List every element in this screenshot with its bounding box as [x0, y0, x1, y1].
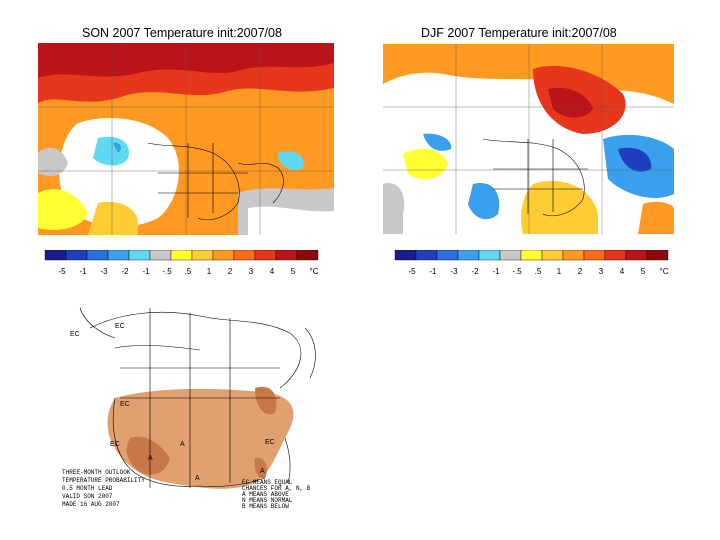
left-colorbar-swatch	[275, 250, 298, 261]
right-colorbar-tick-label: °C	[660, 267, 669, 276]
temperature-outlook-map: EC EC EC EC EC A A A A THREE-MONTH OUTLOOKTEMPER…	[60, 288, 350, 518]
outlook-zone-label: EC	[120, 401, 130, 408]
left-colorbar-tick-label: 5	[291, 267, 296, 276]
left-colorbar-swatch	[170, 250, 193, 261]
right-colorbar-tick-label: -5	[408, 267, 416, 276]
outlook-footer-right-line: CHANCES FOR A, N, B	[242, 485, 311, 492]
left-colorbar-tick-label: °C	[310, 267, 319, 276]
left-colorbar-tick-label: -1	[79, 267, 87, 276]
outlook-footer-left-line: 0.5 MONTH LEAD	[62, 485, 113, 492]
outlook-zone-label: EC	[265, 439, 275, 446]
outlook-footer-right-line: A MEANS ABOVE	[242, 491, 289, 498]
right-colorbar-tick-label: -1	[492, 267, 500, 276]
right-colorbar-tick-label: 2	[578, 267, 583, 276]
outlook-zone-label: A	[148, 455, 153, 462]
left-map-title: SON 2007 Temperature init:2007/08	[82, 26, 282, 40]
outlook-zone-label: EC	[115, 323, 125, 330]
outlook-footer-left-line: TEMPERATURE PROBABILITY	[62, 477, 145, 484]
right-colorbar-tick-label: -1	[429, 267, 437, 276]
outlook-footer-right-line: EC MEANS EQUAL	[242, 479, 293, 486]
left-colorbar-tick-label: 1	[207, 267, 212, 276]
outlook-zone-label: A	[195, 475, 200, 482]
right-colorbar-swatch	[436, 250, 459, 261]
right-colorbar-swatch	[541, 250, 564, 261]
left-colorbar-swatch	[128, 250, 151, 261]
left-colorbar-swatch	[233, 250, 256, 261]
left-colorbar-tick-label: -5	[58, 267, 66, 276]
left-colorbar-tick-label: -2	[121, 267, 129, 276]
right-colorbar: -5 -1 -3 -2 -1 -.5 .5 1 2 3 4 5 °C	[394, 250, 669, 276]
outlook-footer-left-line: THREE-MONTH OUTLOOK	[62, 469, 131, 476]
left-colorbar-swatch	[86, 250, 109, 261]
left-temperature-map	[38, 43, 334, 235]
left-colorbar-swatch	[149, 250, 172, 261]
left-colorbar-swatch	[296, 250, 319, 261]
right-colorbar-swatch	[478, 250, 501, 261]
right-colorbar-tick-label: 3	[599, 267, 604, 276]
right-colorbar-swatch	[499, 250, 522, 261]
left-colorbar-swatch	[212, 250, 235, 261]
left-colorbar-tick-label: 4	[270, 267, 275, 276]
right-colorbar-swatch	[646, 250, 669, 261]
right-colorbar-tick-label: -.5	[512, 267, 522, 276]
left-colorbar-swatch	[254, 250, 277, 261]
right-colorbar-swatch	[415, 250, 438, 261]
outlook-zone-label: EC	[110, 441, 120, 448]
left-colorbar-swatch	[44, 250, 67, 261]
outlook-zone-label: EC	[70, 331, 80, 338]
outlook-footer-right-line: N MEANS NORMAL	[242, 497, 293, 504]
outlook-zone-label: A	[260, 468, 265, 475]
left-colorbar-tick-label: -3	[100, 267, 108, 276]
outlook-zone-label: A	[180, 441, 185, 448]
right-colorbar-swatch	[562, 250, 585, 261]
right-colorbar-swatch	[604, 250, 627, 261]
right-colorbar-tick-label: 4	[620, 267, 625, 276]
right-colorbar-tick-label: 5	[641, 267, 646, 276]
left-colorbar-swatch	[107, 250, 130, 261]
left-colorbar-tick-label: 2	[228, 267, 233, 276]
left-colorbar: -5 -1 -3 -2 -1 -.5 .5 1 2 3 4 5 °C	[44, 250, 319, 276]
outlook-footer-right-line: B MEANS BELOW	[242, 503, 289, 510]
outlook-footer-left-line: MADE 16 AUG 2007	[62, 501, 120, 508]
left-colorbar-tick-label: -1	[142, 267, 150, 276]
outlook-footer-left-line: VALID SON 2007	[62, 493, 113, 500]
right-colorbar-swatch	[583, 250, 606, 261]
right-colorbar-swatch	[520, 250, 543, 261]
right-colorbar-tick-label: -2	[471, 267, 479, 276]
left-colorbar-swatch	[65, 250, 88, 261]
right-colorbar-swatch	[394, 250, 417, 261]
right-colorbar-tick-label: -3	[450, 267, 458, 276]
left-colorbar-swatch	[191, 250, 214, 261]
left-colorbar-tick-label: -.5	[162, 267, 172, 276]
left-colorbar-tick-label: 3	[249, 267, 254, 276]
right-colorbar-swatch	[625, 250, 648, 261]
right-colorbar-swatch	[457, 250, 480, 261]
right-colorbar-tick-label: .5	[535, 267, 542, 276]
right-temperature-map	[383, 44, 674, 234]
right-colorbar-tick-label: 1	[557, 267, 562, 276]
left-colorbar-tick-label: .5	[185, 267, 192, 276]
right-map-title: DJF 2007 Temperature init:2007/08	[421, 26, 617, 40]
